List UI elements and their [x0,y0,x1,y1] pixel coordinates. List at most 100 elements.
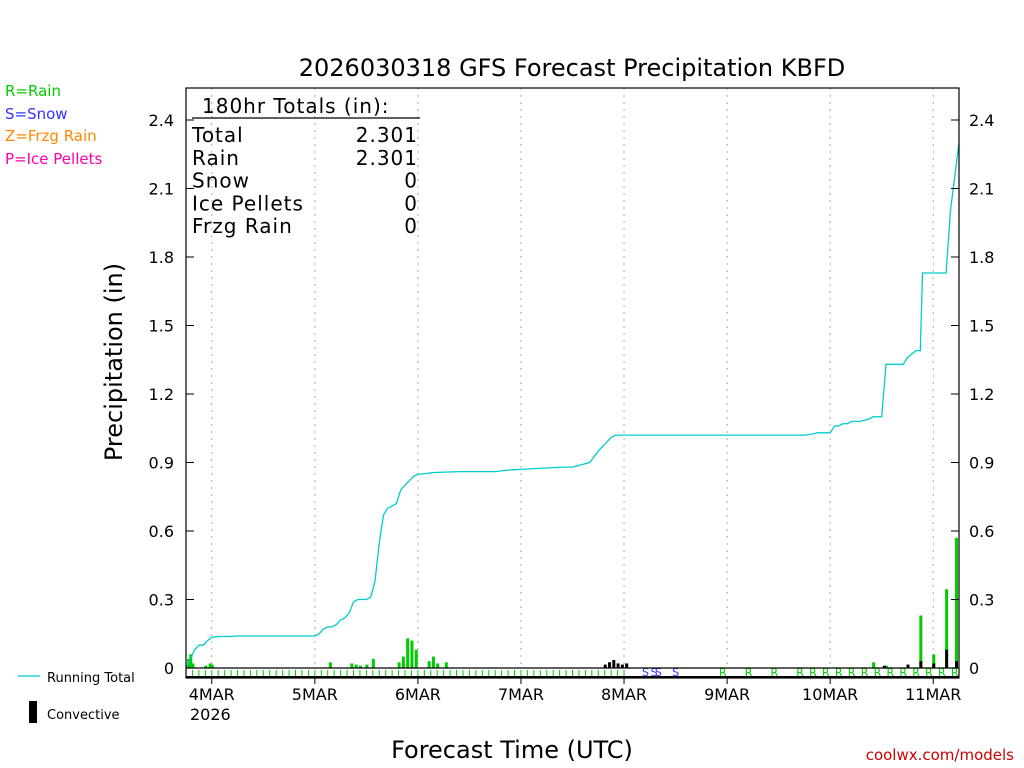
bar-layer [187,537,958,668]
totals-row-label: Ice Pellets [192,191,304,215]
x-tick-label: 6MAR [395,685,441,704]
convective-bar [932,663,936,668]
rain-bar [945,589,949,668]
running-total-line [185,142,960,669]
x-tick-label: 10MAR [802,685,858,704]
ptype-marker: R [809,666,817,679]
legend-frzg-rain: Z=Frzg Rain [5,127,97,145]
credit-text: coolwx.com/models [866,746,1014,764]
ptype-marker: R [745,666,753,679]
ptype-marker: R [951,666,959,679]
y-tick-label-right: 2.4 [969,111,994,130]
ptype-marker: R [925,666,933,679]
convective-bar [955,661,958,668]
rain-bar [932,654,936,668]
rain-bar [354,664,358,668]
x-tick-label: 7MAR [498,685,544,704]
y-tick-label-right: 1.5 [969,317,994,336]
totals-row-label: Rain [192,146,240,170]
ptype-marker: R [938,666,946,679]
rain-bar [358,665,362,668]
convective-bar [919,661,923,668]
year-label: 2026 [190,705,231,724]
rain-bar [410,640,414,668]
x-tick-label: 5MAR [292,685,338,704]
totals-box: 180hr Totals (in): Total 2.301 Rain 2.301 Sn… [191,94,420,238]
x-tick-label: 9MAR [704,685,750,704]
legend-snow: S=Snow [5,105,68,123]
y-tick-label-left: 0.3 [149,591,174,610]
plot-frame [185,87,960,679]
x-tick-label: 8MAR [601,685,647,704]
y-tick-label-right: 0 [969,659,979,678]
ptype-marker: S [642,666,649,679]
totals-row-value: 0 [404,169,418,193]
y-axis-label: Precipitation (in) [100,263,128,461]
rain-bar [872,662,876,668]
rain-bar [431,656,435,668]
rain-bar [204,665,208,668]
y-tick-label-right: 0.3 [969,591,994,610]
ptype-marker: S [655,666,662,679]
rain-bar [427,661,431,668]
convective-bar [616,663,620,668]
rain-bar [955,537,958,668]
totals-rows: Total 2.301 Rain 2.301 Snow 0 Ice Pellets 0 Frzg… [191,123,418,238]
rain-bar [365,664,369,668]
convective-bar [882,665,886,668]
ptype-marker: R [771,666,779,679]
y-tick-label-right: 1.2 [969,385,994,404]
convective-bar [608,662,612,668]
totals-row-label: Frzg Rain [192,214,293,238]
rain-bar [397,662,401,668]
convective-bar [906,664,910,668]
convective-bar [625,663,629,668]
rain-bar [884,665,888,668]
rain-bar [350,663,354,668]
totals-row-value: 2.301 [356,123,418,147]
rain-bar [436,663,440,668]
totals-row-label: Total [191,123,244,147]
y-tick-label-right: 0.6 [969,522,994,541]
rain-bar [406,638,410,668]
rain-bar [208,663,212,668]
ptype-marker: S [651,666,658,679]
legend-running-total: Running Total [47,671,135,686]
legend-rain: R=Rain [5,82,61,100]
ptype-marker: R [886,666,894,679]
rain-bar [210,664,214,668]
y-tick-label-left: 0.9 [149,454,174,473]
convective-bar [612,660,616,668]
x-tick-label: 11MAR [905,685,961,704]
y-tick-label-left: 1.2 [149,385,174,404]
rain-bar [328,662,332,668]
y-tick-label-right: 1.8 [969,248,994,267]
totals-header: 180hr Totals (in): [202,94,390,118]
rain-bar [189,654,193,668]
rain-bar [401,656,405,668]
convective-bar [620,664,624,668]
ptype-marker: R [719,666,727,679]
ptype-marker: S [672,666,679,679]
y-tick-label-left: 0 [164,659,174,678]
ptype-marker: R [835,666,843,679]
y-tick-label-left: 2.1 [149,180,174,199]
convective-bar [945,649,949,668]
ptype-marker-layer: R R R R R R R R R R R R R R R RS SS S [185,666,959,679]
totals-row-value: 0 [404,214,418,238]
ptype-marker: R [874,666,882,679]
ptype-marker: R [899,666,907,679]
convective-bar [603,664,607,668]
y-tick-label-left: 1.8 [149,248,174,267]
x-axis-label: Forecast Time (UTC) [391,736,633,764]
ptype-marker: R [861,666,869,679]
rain-bar [919,615,923,668]
chart-title: 2026030318 GFS Forecast Precipitation KB… [299,54,845,82]
y-tick-label-right: 2.1 [969,180,994,199]
rain-bar [191,663,195,668]
y-tick-label-right: 0.9 [969,454,994,473]
legend-ice-pellets: P=Ice Pellets [5,150,102,168]
grid-layer [211,88,934,668]
